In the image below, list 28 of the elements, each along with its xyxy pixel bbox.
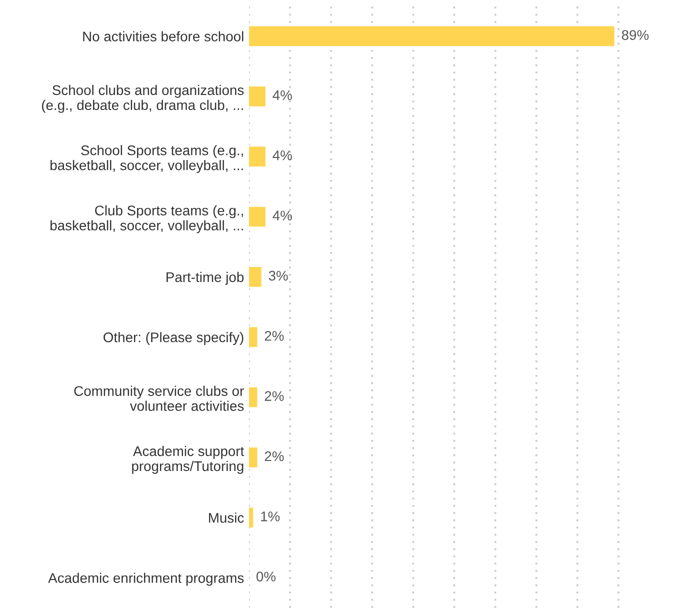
y-tick-label: School Sports teams (e.g., basketball, soccer, volleyball, ...	[50, 145, 243, 173]
y-tick-label: Community service clubs or volunteer activities	[74, 386, 244, 411]
data-label: 0%	[256, 572, 276, 582]
y-tick-label: Academic support programs/Tutoring	[132, 446, 244, 474]
bar	[249, 266, 262, 287]
data-label: 4%	[272, 150, 292, 160]
y-tick-label: No activities before school	[83, 31, 244, 42]
y-tick-label: Other: (Please specify)	[104, 332, 244, 345]
data-label: 4%	[272, 90, 292, 100]
data-label: 3%	[268, 270, 288, 281]
data-label: 2%	[264, 391, 284, 401]
bar	[249, 206, 266, 227]
y-tick-label: Academic enrichment programs	[48, 572, 244, 586]
bar	[249, 86, 266, 106]
y-tick-label: Part-time job	[166, 272, 244, 285]
data-label: 4%	[272, 210, 292, 220]
bar	[249, 448, 258, 468]
bar	[249, 146, 266, 166]
data-label: 2%	[264, 451, 284, 462]
bar	[249, 26, 614, 46]
bar	[249, 387, 258, 408]
y-tick-label: School clubs and organizations (e.g., debate club, drama club, ...	[42, 84, 244, 113]
y-tick-label: Club Sports teams (e.g., basketball, soccer, volleyball, ...	[50, 205, 243, 234]
bar	[249, 327, 258, 348]
y-tick-label: Music	[209, 512, 244, 523]
data-label: 89%	[622, 30, 649, 40]
data-label: 1%	[261, 512, 280, 522]
data-label: 2%	[264, 330, 284, 341]
